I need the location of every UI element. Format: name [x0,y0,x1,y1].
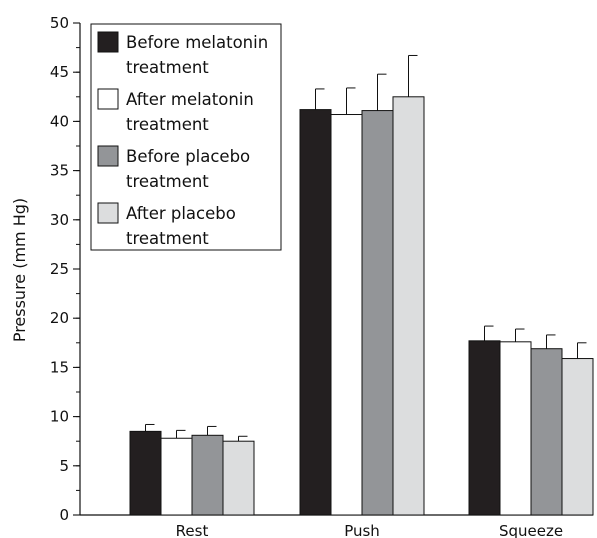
legend-item: After melatonin treatment [97,88,254,134]
y-tick-label: 45 [50,63,69,81]
y-tick-label: 0 [59,506,69,524]
legend-item: Before melatonin treatment [97,31,268,77]
legend-item: After placebo treatment [97,202,236,248]
legend-swatch [97,145,119,167]
bar [191,434,224,516]
legend-box [90,23,282,251]
y-tick-label: 30 [50,211,69,229]
bar [468,340,501,516]
legend-item: Before placebo treatment [97,145,250,191]
bar [330,114,363,516]
x-tick-label: Push [344,522,380,538]
y-tick-label: 10 [50,408,69,426]
legend-label: treatment [126,172,209,191]
legend-label: treatment [126,115,209,134]
x-tick-label: Squeeze [499,522,563,538]
bar-group-push: Push [299,54,425,538]
bar [530,348,563,516]
y-tick-label: 5 [59,457,69,475]
y-tick-label: 25 [50,260,69,278]
legend-label: After melatonin [126,90,254,109]
x-tick-label: Rest [176,522,209,538]
y-tick-label: 20 [50,309,69,327]
legend-swatch [97,31,119,53]
legend-swatch [97,88,119,110]
bar [499,341,532,516]
bar [392,96,425,516]
legend-label: treatment [126,229,209,248]
bar [129,430,162,516]
bar [361,110,394,516]
bar [299,109,332,516]
y-tick-label: 35 [50,162,69,180]
bar [561,358,594,516]
legend-label: treatment [126,58,209,77]
bar-group-rest: Rest [129,423,255,538]
bars: Rest Push Squeeze [129,54,594,538]
bar-group-squeeze: Squeeze [468,325,594,538]
y-tick-label: 40 [50,112,69,130]
y-axis-title: Pressure (mm Hg) [10,198,29,342]
y-tick-label: 15 [50,358,69,376]
legend-label: Before placebo [126,147,250,166]
bar [222,440,255,516]
legend-label: Before melatonin [126,33,268,52]
legend-label: After placebo [126,204,236,223]
bar [160,437,193,516]
y-tick-label: 50 [50,14,69,32]
legend-swatch [97,202,119,224]
